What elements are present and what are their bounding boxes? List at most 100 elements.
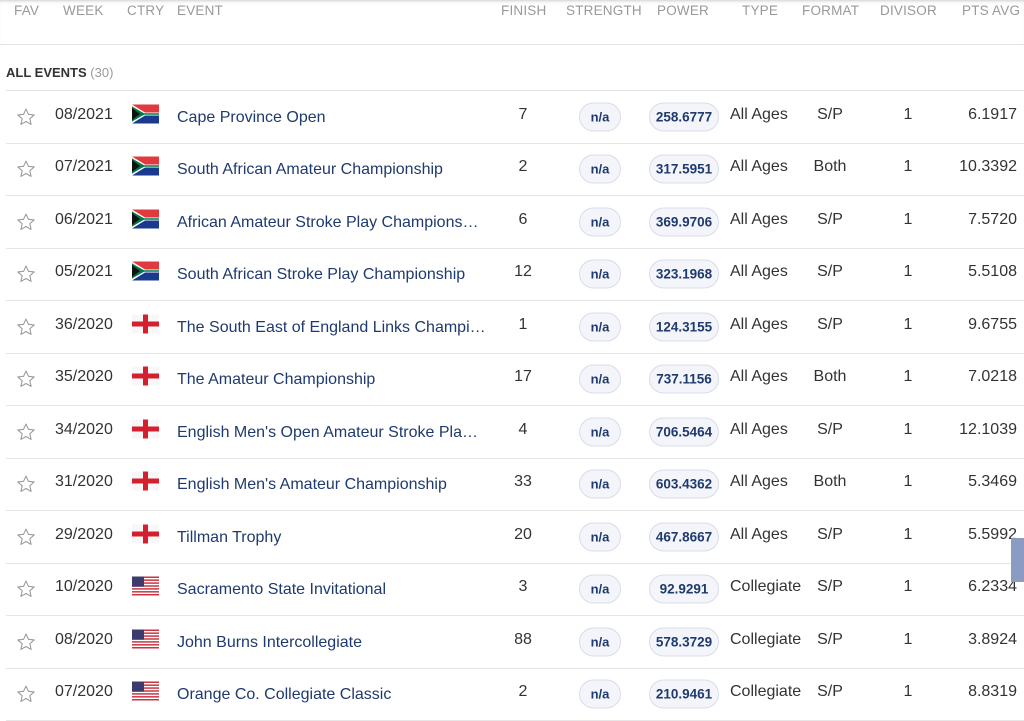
scrollbar-thumb[interactable] <box>1011 538 1024 582</box>
star-icon[interactable] <box>16 474 36 494</box>
event-link[interactable]: English Men's Open Amateur Stroke Pla… <box>177 423 478 441</box>
type-cell: Collegiate <box>730 578 802 596</box>
week-cell: 35/2020 <box>55 368 113 386</box>
table-row[interactable]: 34/2020 English Men's Open Amateur Stroke… <box>6 406 1024 459</box>
power-badge: 124.3155 <box>649 312 719 342</box>
table-row[interactable]: 07/2021 South African Amateur Championshi… <box>6 144 1024 196</box>
format-cell: Both <box>813 473 847 491</box>
section-count: (30) <box>90 65 114 80</box>
col-strength[interactable]: STRENGTH <box>566 3 642 18</box>
event-link[interactable]: Cape Province Open <box>177 108 326 126</box>
divisor-cell: 1 <box>903 263 913 281</box>
power-badge: 706.5464 <box>649 417 719 447</box>
strength-badge: n/a <box>579 312 621 342</box>
week-cell: 36/2020 <box>55 315 113 333</box>
event-link[interactable]: African Amateur Stroke Play Champions… <box>177 213 479 231</box>
event-link[interactable]: South African Stroke Play Championship <box>177 266 466 284</box>
week-cell: 06/2021 <box>55 210 113 228</box>
finish-cell: 3 <box>518 578 528 596</box>
event-link[interactable]: English Men's Amateur Championship <box>177 476 447 494</box>
week-cell: 10/2020 <box>55 578 113 596</box>
finish-cell: 33 <box>514 473 532 491</box>
star-icon[interactable] <box>16 579 36 599</box>
type-cell: All Ages <box>730 525 788 543</box>
table-row[interactable]: 29/2020 Tillman Trophy 20 n/a 467.8667 All Ag… <box>6 511 1024 564</box>
table-row[interactable]: 06/2021 African Amateur Stroke Play Champ… <box>6 196 1024 249</box>
event-link[interactable]: Tillman Trophy <box>177 528 282 546</box>
pts-avg-cell: 6.1917 <box>968 105 1017 123</box>
divisor-cell: 1 <box>903 525 913 543</box>
section-title: ALL EVENTS (30) <box>6 65 113 80</box>
star-icon[interactable] <box>16 527 36 547</box>
event-link[interactable]: Sacramento State Invitational <box>177 581 387 599</box>
type-cell: Collegiate <box>730 683 802 701</box>
col-event[interactable]: EVENT <box>177 3 224 18</box>
col-week[interactable]: WEEK <box>63 3 104 18</box>
divisor-cell: 1 <box>903 368 913 386</box>
pts-avg-cell: 9.6755 <box>968 315 1017 333</box>
england-flag-icon <box>132 314 159 334</box>
week-cell: 07/2021 <box>55 158 113 176</box>
table-row[interactable]: 36/2020 The South East of England Links C… <box>6 301 1024 354</box>
divisor-cell: 1 <box>903 105 913 123</box>
england-flag-icon <box>132 366 159 386</box>
col-finish[interactable]: FINISH <box>501 3 547 18</box>
event-link[interactable]: John Burns Intercollegiate <box>177 633 362 651</box>
star-icon[interactable] <box>16 369 36 389</box>
col-divisor[interactable]: DIVISOR <box>880 3 937 18</box>
pts-avg-cell: 5.5992 <box>968 525 1017 543</box>
pts-avg-cell: 8.8319 <box>968 683 1017 701</box>
strength-badge: n/a <box>579 417 621 447</box>
power-badge: 369.9706 <box>649 207 719 237</box>
star-icon[interactable] <box>16 107 36 127</box>
star-icon[interactable] <box>16 212 36 232</box>
event-link[interactable]: Orange Co. Collegiate Classic <box>177 686 392 704</box>
table-row[interactable]: 31/2020 English Men's Amateur Championshi… <box>6 459 1024 511</box>
type-cell: All Ages <box>730 105 788 123</box>
star-icon[interactable] <box>16 684 36 704</box>
col-pts-avg[interactable]: PTS AVG <box>962 3 1021 18</box>
finish-cell: 6 <box>518 210 528 228</box>
pts-avg-cell: 10.3392 <box>959 158 1017 176</box>
format-cell: S/P <box>817 210 843 228</box>
table-row[interactable]: 35/2020 The Amateur Championship 17 n/a 737.… <box>6 354 1024 406</box>
table-row[interactable]: 08/2020 John Burns Intercollegiate 88 n/a 57… <box>6 616 1024 669</box>
usa-flag-icon <box>132 681 159 701</box>
power-badge: 258.6777 <box>649 102 719 132</box>
format-cell: S/P <box>817 315 843 333</box>
event-link[interactable]: South African Amateur Championship <box>177 161 443 179</box>
table-row[interactable]: 05/2021 South African Stroke Play Champio… <box>6 249 1024 301</box>
star-icon[interactable] <box>16 632 36 652</box>
star-icon[interactable] <box>16 317 36 337</box>
strength-badge: n/a <box>579 207 621 237</box>
pts-avg-cell: 5.3469 <box>968 473 1017 491</box>
table-row[interactable]: 07/2020 Orange Co. Collegiate Classic 2 n/a… <box>6 669 1024 721</box>
star-icon[interactable] <box>16 264 36 284</box>
format-cell: S/P <box>817 525 843 543</box>
col-type[interactable]: TYPE <box>742 3 779 18</box>
finish-cell: 17 <box>514 368 532 386</box>
strength-badge: n/a <box>579 154 621 184</box>
power-badge: 603.4362 <box>649 469 719 499</box>
event-link[interactable]: The Amateur Championship <box>177 371 376 389</box>
south-africa-flag-icon <box>132 156 159 176</box>
star-icon[interactable] <box>16 422 36 442</box>
south-africa-flag-icon <box>132 104 159 124</box>
col-ctry[interactable]: CTRY <box>127 3 165 18</box>
pts-avg-cell: 12.1039 <box>959 420 1017 438</box>
col-format[interactable]: FORMAT <box>802 3 860 18</box>
strength-badge: n/a <box>579 627 621 657</box>
usa-flag-icon <box>132 629 159 649</box>
divider <box>6 90 1024 91</box>
power-badge: 317.5951 <box>649 154 719 184</box>
south-africa-flag-icon <box>132 261 159 281</box>
type-cell: Collegiate <box>730 630 802 648</box>
table-row[interactable]: 08/2021 Cape Province Open 7 n/a 258.6777 All… <box>6 91 1024 144</box>
star-icon[interactable] <box>16 159 36 179</box>
week-cell: 31/2020 <box>55 473 113 491</box>
col-power[interactable]: POWER <box>657 3 710 18</box>
table-row[interactable]: 10/2020 Sacramento State Invitational 3 n/a… <box>6 564 1024 616</box>
col-fav[interactable]: FAV <box>14 3 40 18</box>
power-badge: 578.3729 <box>649 627 719 657</box>
event-link[interactable]: The South East of England Links Champi… <box>177 318 486 336</box>
